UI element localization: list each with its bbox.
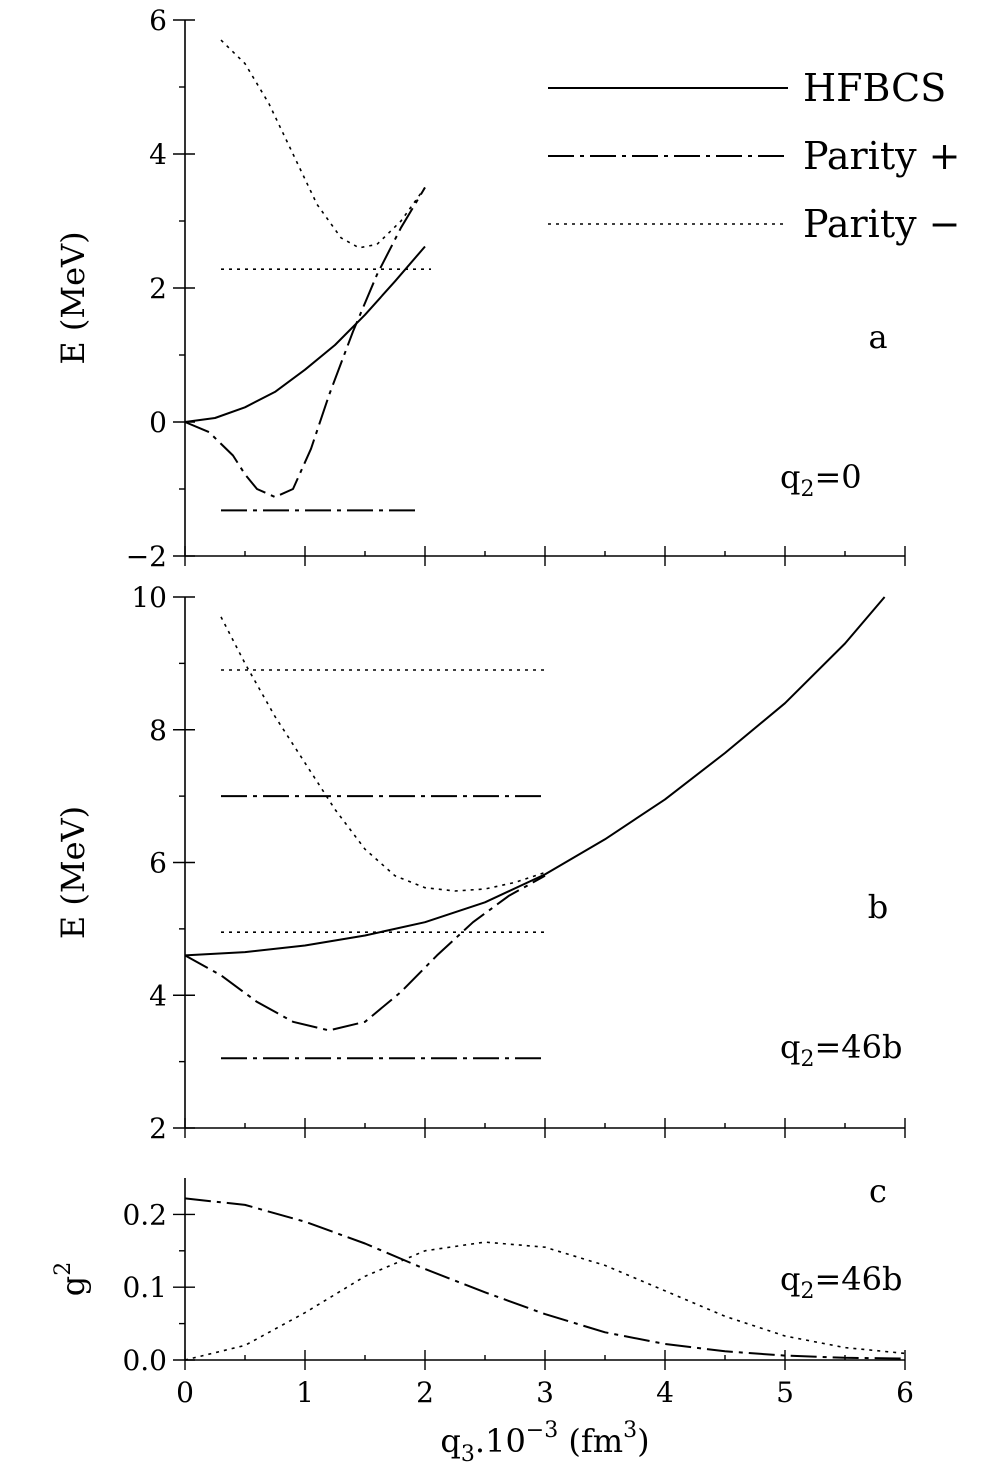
- x-tick-label: 2: [416, 1376, 434, 1409]
- y-tick-label: 6: [149, 847, 167, 880]
- x-tick-label: 4: [656, 1376, 674, 1409]
- series-solid: [184, 596, 886, 957]
- legend-label: HFBCS: [803, 66, 946, 110]
- panel-label: c: [869, 1172, 887, 1210]
- y-tick-label: 0.2: [122, 1198, 167, 1231]
- panel-annotation: q2=0: [780, 458, 862, 502]
- legend-label: Parity −: [803, 202, 961, 246]
- panel-annotation: q2=46b: [780, 1028, 903, 1072]
- y-axis-title: g2: [51, 1262, 92, 1296]
- series-dashdot: [184, 874, 546, 1032]
- y-tick-label: 0.0: [122, 1344, 167, 1377]
- y-tick-label: 6: [149, 4, 167, 37]
- y-tick-label: 4: [149, 979, 167, 1012]
- series-dotted: [184, 1241, 906, 1361]
- y-axis-title: E (MeV): [54, 231, 92, 364]
- series-dashdot: [184, 1197, 906, 1360]
- x-axis-title-text: q3.10−3 (fm3): [440, 1418, 649, 1467]
- panel-b: 2 4 6 8 10 E (MeV) b q2=46b: [54, 581, 906, 1145]
- y-tick-label: 2: [149, 1112, 167, 1145]
- panel-c: 0.0 0.1 0.2 0 1 2 3 4 5 6 g2 c q2=46b: [51, 1172, 914, 1409]
- y-tick-label: 2: [149, 272, 167, 305]
- series-dotted: [220, 616, 546, 892]
- x-tick-label: 3: [536, 1376, 554, 1409]
- y-tick-label: 0: [149, 406, 167, 439]
- x-tick-label: 6: [896, 1376, 914, 1409]
- y-tick-label: −2: [126, 540, 167, 573]
- legend-label: Parity +: [803, 134, 961, 178]
- series-dotted: [220, 39, 426, 249]
- y-axis-title: E (MeV): [54, 806, 92, 939]
- x-axis-title: q3.10−3 (fm3): [440, 1418, 649, 1467]
- y-tick-label: 10: [131, 581, 167, 614]
- panel-a: −2 0 2 4 6 E (MeV) a q2=0: [54, 4, 906, 573]
- panel-annotation: q2=46b: [780, 1260, 903, 1304]
- panel-label: b: [868, 888, 888, 926]
- series-dashdot: [184, 186, 426, 498]
- x-tick-label: 5: [776, 1376, 794, 1409]
- legend: HFBCS Parity + Parity −: [548, 66, 961, 246]
- y-tick-label: 4: [149, 138, 167, 171]
- series-solid: [184, 245, 426, 423]
- panel-label: a: [868, 318, 887, 356]
- x-tick-label: 1: [296, 1376, 314, 1409]
- x-tick-label: 0: [176, 1376, 194, 1409]
- y-tick-label: 0.1: [122, 1271, 167, 1304]
- y-tick-label: 8: [149, 714, 167, 747]
